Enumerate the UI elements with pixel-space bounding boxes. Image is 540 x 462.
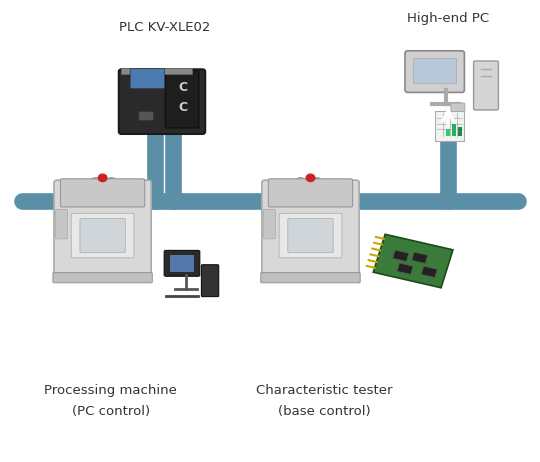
FancyBboxPatch shape [60, 179, 145, 207]
Text: High-end PC: High-end PC [407, 12, 489, 25]
FancyBboxPatch shape [164, 250, 200, 276]
Polygon shape [373, 234, 453, 288]
FancyBboxPatch shape [413, 58, 456, 83]
Circle shape [306, 174, 315, 182]
FancyBboxPatch shape [279, 213, 342, 258]
FancyBboxPatch shape [53, 273, 152, 283]
FancyBboxPatch shape [405, 51, 464, 92]
FancyBboxPatch shape [201, 265, 219, 297]
FancyBboxPatch shape [54, 180, 151, 277]
Polygon shape [411, 252, 428, 263]
FancyBboxPatch shape [119, 69, 205, 134]
Text: (PC control): (PC control) [72, 405, 150, 418]
Text: Characteristic tester: Characteristic tester [256, 384, 392, 397]
Text: Processing machine: Processing machine [44, 384, 177, 397]
Text: C: C [178, 81, 187, 94]
FancyBboxPatch shape [165, 71, 199, 128]
FancyBboxPatch shape [452, 124, 456, 136]
FancyBboxPatch shape [71, 213, 134, 258]
FancyBboxPatch shape [446, 129, 450, 136]
Polygon shape [397, 263, 413, 274]
Text: (base control): (base control) [278, 405, 370, 418]
FancyBboxPatch shape [262, 180, 359, 277]
FancyBboxPatch shape [80, 219, 125, 253]
Text: PLC KV-XLE02: PLC KV-XLE02 [119, 21, 211, 34]
Text: C: C [178, 101, 187, 114]
FancyBboxPatch shape [56, 209, 68, 239]
FancyBboxPatch shape [288, 219, 333, 253]
FancyBboxPatch shape [139, 111, 153, 121]
Polygon shape [393, 250, 409, 261]
FancyBboxPatch shape [458, 127, 462, 136]
FancyBboxPatch shape [170, 255, 194, 272]
FancyBboxPatch shape [122, 68, 192, 74]
FancyBboxPatch shape [474, 61, 498, 110]
Polygon shape [421, 266, 437, 278]
FancyBboxPatch shape [264, 209, 275, 239]
FancyBboxPatch shape [261, 273, 360, 283]
Circle shape [98, 174, 107, 182]
FancyBboxPatch shape [268, 179, 353, 207]
FancyBboxPatch shape [435, 111, 464, 141]
FancyBboxPatch shape [451, 103, 465, 112]
FancyBboxPatch shape [130, 68, 165, 89]
